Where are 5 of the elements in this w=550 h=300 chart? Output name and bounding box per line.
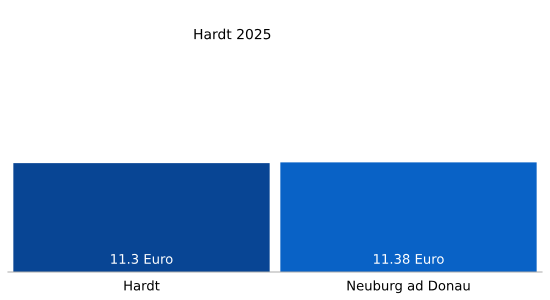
x-tick-label: Neuburg ad Donau bbox=[348, 280, 470, 294]
chart-title: Hardt 2025 bbox=[194, 28, 270, 40]
data-label: 11.3 Euro bbox=[111, 254, 173, 264]
x-tick-label: Hardt bbox=[124, 280, 160, 291]
data-label: 11.38 Euro bbox=[374, 254, 444, 264]
